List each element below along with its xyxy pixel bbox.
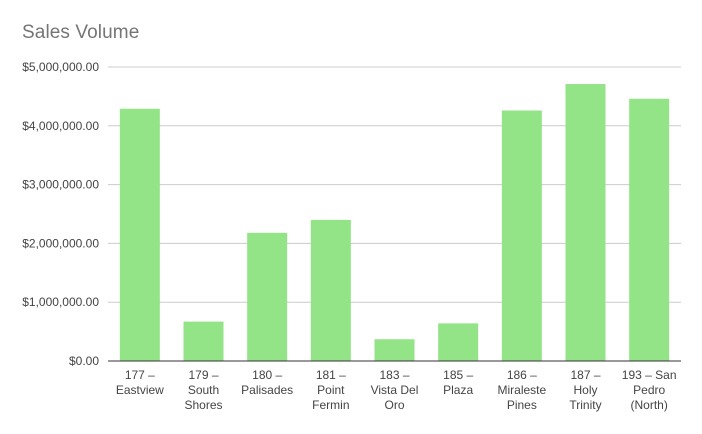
x-tick-label: 177 – Eastview bbox=[116, 368, 164, 397]
x-tick-label: 193 – San Pedro (North) bbox=[622, 368, 677, 412]
y-tick-label: $2,000,000.00 bbox=[22, 236, 99, 250]
x-tick-label-line: 183 – bbox=[379, 368, 409, 382]
chart-title: Sales Volume bbox=[22, 22, 140, 43]
y-tick-label: $3,000,000.00 bbox=[22, 178, 99, 192]
x-tick-label-line: 181 – bbox=[316, 368, 346, 382]
x-tick-label: 187 – Holy Trinity bbox=[569, 368, 601, 412]
x-tick-label: 180 – Palisades bbox=[241, 368, 293, 397]
x-tick-label-line: Eastview bbox=[116, 383, 164, 397]
x-tick-label-line: Palisades bbox=[241, 383, 293, 397]
y-tick-label: $1,000,000.00 bbox=[22, 295, 99, 309]
bar[interactable] bbox=[310, 219, 351, 361]
bar[interactable] bbox=[119, 108, 160, 361]
x-tick-label-line: Fermin bbox=[312, 398, 349, 412]
x-tick-label-line: 185 – bbox=[443, 368, 473, 382]
y-tick-label: $5,000,000.00 bbox=[22, 60, 99, 74]
x-tick-label-line: Shores bbox=[184, 398, 222, 412]
y-tick-label: $0.00 bbox=[69, 354, 99, 368]
bar[interactable] bbox=[374, 339, 415, 361]
x-tick-label-line: 177 – bbox=[125, 368, 155, 382]
x-tick-label-line: South bbox=[188, 383, 219, 397]
x-tick-label-line: Vista Del bbox=[371, 383, 419, 397]
x-tick-label-line: Pines bbox=[507, 398, 537, 412]
y-tick-label: $4,000,000.00 bbox=[22, 119, 99, 133]
bar[interactable] bbox=[247, 232, 288, 361]
x-tick-label-line: 180 – bbox=[252, 368, 282, 382]
x-tick-label-line: 179 – bbox=[188, 368, 218, 382]
x-tick-label-line: Holy bbox=[573, 383, 597, 397]
x-tick-label: 183 – Vista Del Oro bbox=[371, 368, 419, 412]
x-tick-label-line: 193 – San bbox=[622, 368, 677, 382]
bar[interactable] bbox=[438, 323, 479, 361]
x-tick-label-line: Plaza bbox=[443, 383, 473, 397]
bar[interactable] bbox=[183, 321, 224, 361]
x-tick-label: 186 – Miraleste Pines bbox=[497, 368, 546, 412]
x-tick-label-line: 187 – bbox=[570, 368, 600, 382]
x-tick-label-line: Pedro bbox=[633, 383, 665, 397]
bar[interactable] bbox=[629, 98, 670, 361]
x-tick-label-line: Point bbox=[317, 383, 345, 397]
x-tick-label: 179 – South Shores bbox=[184, 368, 222, 412]
bar[interactable] bbox=[565, 84, 606, 361]
x-tick-label-line: Miraleste bbox=[497, 383, 546, 397]
x-tick-label: 181 – Point Fermin bbox=[312, 368, 349, 412]
x-tick-label-line: (North) bbox=[630, 398, 667, 412]
x-tick-label-line: Trinity bbox=[569, 398, 601, 412]
x-tick-label-line: Oro bbox=[384, 398, 404, 412]
x-tick-label-line: 186 – bbox=[507, 368, 537, 382]
x-tick-label: 185 – Plaza bbox=[443, 368, 473, 397]
bar[interactable] bbox=[501, 110, 542, 362]
